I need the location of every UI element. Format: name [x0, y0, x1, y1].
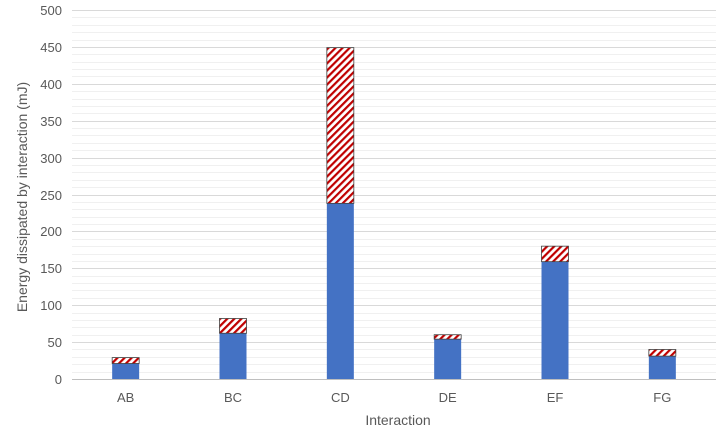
y-tick-label: 50: [48, 335, 62, 350]
y-tick-label: 100: [40, 298, 62, 313]
bar-ab-series-1: [112, 363, 140, 379]
y-tick-label: 350: [40, 114, 62, 129]
axes: 0 50 100 150 200 250 300 350 400 450 500 AB BC CD DE EF…: [40, 3, 716, 405]
bar-bc-series-1: [219, 333, 247, 379]
bars: [111, 47, 677, 379]
bar-de-series-2: [433, 334, 462, 340]
x-tick-label: CD: [331, 390, 350, 405]
bar-ef-series-1: [541, 261, 569, 379]
bar-de-series-1: [434, 339, 462, 379]
y-axis-title: Energy dissipated by interaction (mJ): [14, 82, 30, 312]
bar-fg-series-1: [648, 356, 676, 379]
y-tick-label: 450: [40, 40, 62, 55]
bar-bc-series-2: [219, 318, 247, 334]
bar-cd-series-2: [326, 47, 355, 204]
x-tick-label: AB: [117, 390, 134, 405]
y-tick-label: 200: [40, 224, 62, 239]
x-tick-label: BC: [224, 390, 242, 405]
y-tick-label: 500: [40, 3, 62, 18]
x-tick-label: DE: [439, 390, 457, 405]
bar-ef-series-2: [541, 245, 569, 263]
y-tick-label: 300: [40, 151, 62, 166]
gridlines: [72, 10, 716, 373]
bar-ab-series-2: [111, 357, 140, 364]
y-tick-label: 400: [40, 77, 62, 92]
y-tick-label: 0: [55, 372, 62, 387]
x-axis-title: Interaction: [365, 412, 430, 428]
bar-cd-series-1: [326, 203, 354, 379]
x-tick-label: FG: [653, 390, 671, 405]
x-tick-label: EF: [547, 390, 564, 405]
bar-fg-series-2: [648, 349, 677, 357]
y-tick-label: 250: [40, 188, 62, 203]
y-tick-label: 150: [40, 261, 62, 276]
